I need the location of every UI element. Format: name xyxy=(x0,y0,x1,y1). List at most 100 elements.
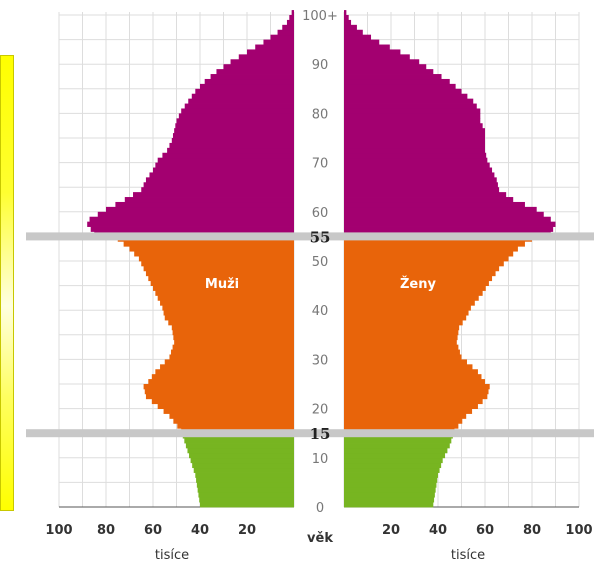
male-bar xyxy=(150,280,294,286)
female-bar xyxy=(344,206,537,213)
female-bar xyxy=(344,78,450,85)
age-axis-title: věk xyxy=(307,531,333,546)
female-bar xyxy=(344,177,497,183)
female-x-tick-label: 40 xyxy=(429,523,447,538)
female-bar xyxy=(344,418,463,424)
age-tick-label: 80 xyxy=(312,107,329,122)
male-bar xyxy=(90,226,294,232)
female-bar xyxy=(344,133,485,139)
female-bar xyxy=(344,339,457,346)
male-bar xyxy=(153,285,294,291)
male-bar xyxy=(143,265,294,272)
age-marker-label: 15 xyxy=(310,425,331,443)
male-bar xyxy=(289,15,294,21)
male-bar xyxy=(200,502,294,508)
male-bar xyxy=(89,216,294,223)
female-bar xyxy=(344,256,509,262)
female-bar xyxy=(344,69,434,75)
female-bar xyxy=(344,142,485,149)
female-bar xyxy=(344,261,504,267)
male-bar xyxy=(270,34,294,40)
male-bar xyxy=(190,457,294,464)
female-x-tick-label: 100 xyxy=(565,523,592,538)
male-bar xyxy=(184,103,294,109)
female-bar xyxy=(344,123,483,129)
female-bar xyxy=(344,93,468,100)
male-bar xyxy=(129,246,294,252)
male-bar xyxy=(141,261,294,267)
male-bar xyxy=(210,74,294,80)
male-bar xyxy=(163,408,294,414)
female-x-tick-label: 20 xyxy=(382,523,400,538)
female-bar xyxy=(344,172,495,178)
male-bar xyxy=(193,467,294,473)
age-tick-label: 50 xyxy=(312,255,329,270)
age-tick-label: 60 xyxy=(312,206,329,221)
female-bar xyxy=(344,344,459,350)
male-bar xyxy=(200,83,294,90)
age-tick-label: 0 xyxy=(316,501,324,516)
female-bar xyxy=(344,15,349,21)
male-bar xyxy=(263,39,294,45)
age-tick-label: 70 xyxy=(312,157,329,172)
male-bar xyxy=(196,482,294,488)
female-bar xyxy=(344,216,551,223)
female-bar xyxy=(344,354,462,360)
age-tick-label: 30 xyxy=(312,353,329,368)
male-bar xyxy=(162,152,294,159)
female-bar xyxy=(344,157,488,163)
male-bar xyxy=(87,221,294,227)
male-x-tick-label: 60 xyxy=(144,523,162,538)
female-bar xyxy=(344,192,507,198)
female-bar xyxy=(344,393,488,400)
female-bar xyxy=(344,388,489,395)
female-bar xyxy=(344,487,436,493)
female-bar xyxy=(344,403,478,409)
female-bar xyxy=(344,241,525,247)
male-bar xyxy=(133,192,294,198)
female-label: Ženy xyxy=(400,276,436,292)
female-bar xyxy=(344,457,443,464)
female-bar xyxy=(344,74,442,80)
male-bar xyxy=(174,128,294,134)
female-bar xyxy=(344,226,554,232)
male-bar xyxy=(155,369,294,375)
male-bar xyxy=(164,359,294,365)
female-x-tick-label: 60 xyxy=(476,523,494,538)
female-bar xyxy=(344,147,485,154)
male-bar xyxy=(171,324,294,331)
male-bar xyxy=(197,487,294,493)
male-bar xyxy=(187,447,294,454)
female-bar xyxy=(344,162,490,168)
male-x-tick-label: 40 xyxy=(191,523,209,538)
female-bar xyxy=(344,369,478,375)
female-bar xyxy=(344,108,481,114)
male-bar xyxy=(174,339,294,346)
female-bar xyxy=(344,113,481,119)
male-bar xyxy=(143,384,294,390)
female-bar xyxy=(344,34,372,40)
age-tick-label: 10 xyxy=(312,452,329,467)
female-bar xyxy=(344,39,380,45)
age-tick-label: 100+ xyxy=(302,9,338,24)
male-bar xyxy=(157,403,294,409)
age-marker-line xyxy=(26,232,594,241)
female-bar xyxy=(344,349,460,355)
female-bar xyxy=(344,364,473,370)
female-bar xyxy=(344,310,469,316)
female-bar xyxy=(344,359,467,365)
female-bar xyxy=(344,462,442,469)
female-bar xyxy=(344,438,452,444)
male-bar xyxy=(195,88,294,95)
female-bar xyxy=(344,482,437,488)
male-bar xyxy=(145,270,294,277)
female-bar xyxy=(344,324,460,331)
male-x-tick-label: 80 xyxy=(97,523,115,538)
male-bar xyxy=(162,305,294,311)
female-bar xyxy=(344,152,487,159)
female-bar xyxy=(344,413,467,419)
male-bar xyxy=(255,44,294,50)
female-bar xyxy=(344,246,518,252)
male-bar xyxy=(169,354,294,360)
male-bar xyxy=(230,59,294,65)
